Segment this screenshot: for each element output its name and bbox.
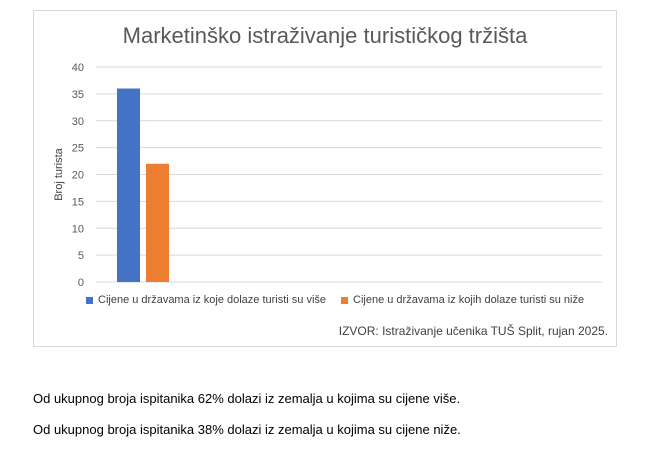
y-tick-label-40: 40 (72, 62, 84, 74)
y-tick-label-10: 10 (72, 223, 84, 235)
y-tick-label-0: 0 (78, 277, 84, 289)
legend-label-lower: Cijene u državama iz kojih dolaze turist… (353, 294, 585, 306)
y-tick-label-20: 20 (72, 170, 84, 182)
legend-label-higher: Cijene u državama iz koje dolaze turisti… (98, 294, 327, 306)
legend-swatch-orange (341, 296, 348, 304)
legend-item-lower-prices: Cijene u državama iz kojih dolaze turist… (341, 294, 584, 306)
paragraph-higher-prices: Od ukupnog broja ispitanika 62% dolazi i… (33, 391, 461, 406)
chart-title: Marketinško istraživanje turističkog trž… (122, 23, 528, 48)
chart-source: IZVOR: Istraživanje učenika TUŠ Split, r… (338, 324, 608, 338)
y-tick-label-5: 5 (78, 250, 84, 262)
paragraph-lower-prices: Od ukupnog broja ispitanika 38% dolazi i… (33, 422, 461, 437)
y-tick-label-15: 15 (72, 196, 84, 208)
chart-frame: Marketinško istraživanje turističkog trž… (33, 10, 617, 347)
y-tick-label-30: 30 (72, 116, 84, 128)
bar-series-1 (117, 88, 140, 282)
y-axis-label: Broj turista (53, 147, 65, 200)
legend-item-higher-prices: Cijene u državama iz koje dolaze turisti… (86, 294, 326, 306)
bar-chart-plot: 0 5 10 15 20 25 30 35 40 Broj turista (53, 62, 602, 289)
y-tick-label-35: 35 (72, 89, 84, 101)
bar-series-2 (146, 163, 169, 282)
legend-swatch-blue (86, 296, 93, 304)
y-tick-label-25: 25 (72, 143, 84, 155)
